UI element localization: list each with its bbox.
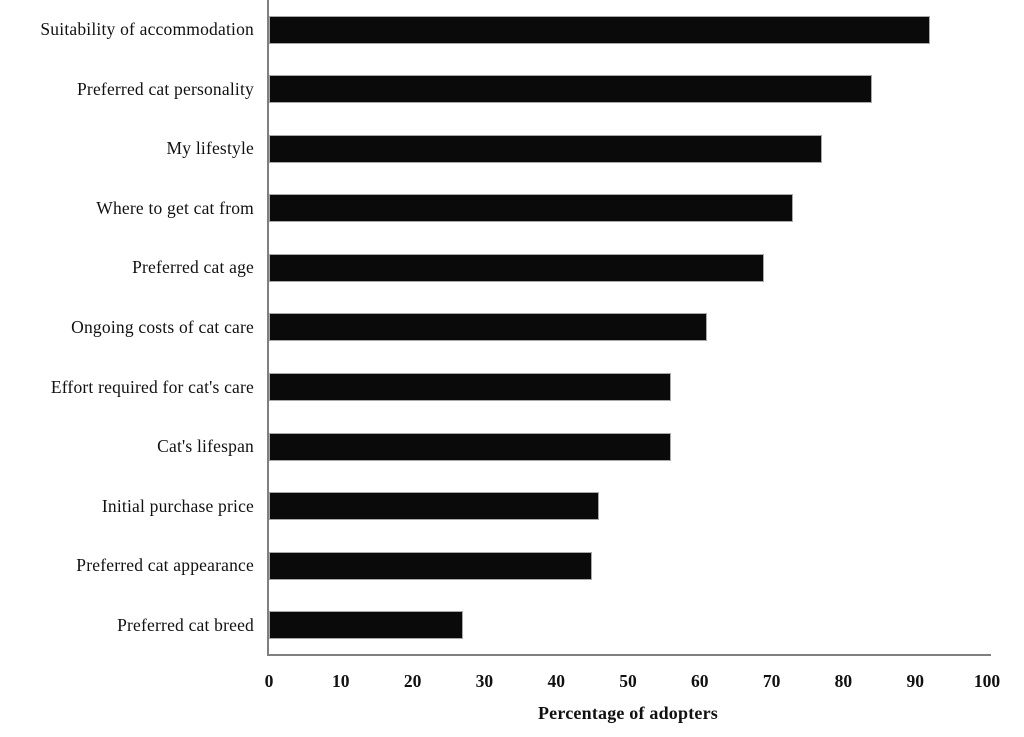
x-tick-label: 20 bbox=[403, 671, 422, 691]
category-label: Ongoing costs of cat care bbox=[71, 316, 254, 337]
bar-row: Preferred cat personality bbox=[0, 60, 1024, 120]
bar-row: Suitability of accommodation bbox=[0, 0, 1024, 60]
x-tick-label: 80 bbox=[834, 671, 853, 691]
y-axis-line bbox=[267, 0, 269, 656]
bar-row: Ongoing costs of cat care bbox=[0, 298, 1024, 358]
bar bbox=[269, 313, 707, 342]
bar bbox=[269, 134, 822, 163]
x-tick-label: 90 bbox=[906, 671, 924, 691]
bar bbox=[269, 432, 672, 461]
category-label: Preferred cat appearance bbox=[76, 555, 254, 576]
bar bbox=[269, 15, 930, 44]
category-label: Preferred cat age bbox=[132, 257, 254, 278]
bar-row: Initial purchase price bbox=[0, 476, 1024, 536]
category-label: Suitability of accommodation bbox=[40, 19, 254, 40]
x-tick-label: 60 bbox=[691, 671, 709, 691]
category-label: Initial purchase price bbox=[101, 495, 254, 516]
x-axis-title: Percentage of adopters bbox=[537, 703, 718, 723]
bar-row: Where to get cat from bbox=[0, 179, 1024, 239]
bar-row: Preferred cat age bbox=[0, 238, 1024, 298]
bar bbox=[269, 551, 593, 580]
x-tick-label: 100 bbox=[973, 671, 1001, 691]
bar bbox=[269, 492, 600, 521]
x-axis-line bbox=[267, 654, 991, 656]
plot-area: Suitability of accommodation Preferred ca… bbox=[0, 0, 1024, 655]
bar-row: Effort required for cat's care bbox=[0, 357, 1024, 417]
bar bbox=[269, 75, 873, 104]
category-label: Cat's lifespan bbox=[157, 436, 254, 457]
bar bbox=[269, 611, 463, 640]
bar-row: Cat's lifespan bbox=[0, 417, 1024, 477]
category-label: My lifestyle bbox=[166, 138, 254, 159]
bar bbox=[269, 253, 765, 282]
bar bbox=[269, 194, 794, 223]
x-tick-label: 50 bbox=[619, 671, 637, 691]
x-tick-label: 70 bbox=[762, 671, 781, 691]
category-label: Preferred cat personality bbox=[76, 78, 254, 99]
x-tick-label: 0 bbox=[264, 671, 274, 691]
bar-row: My lifestyle bbox=[0, 119, 1024, 179]
x-tick-label: 40 bbox=[547, 671, 565, 691]
bar bbox=[269, 373, 672, 402]
category-label: Effort required for cat's care bbox=[50, 376, 254, 397]
bar-row: Preferred cat breed bbox=[0, 595, 1024, 655]
x-tick-label: 30 bbox=[475, 671, 494, 691]
category-label: Where to get cat from bbox=[96, 197, 254, 218]
x-tick-label: 10 bbox=[332, 671, 350, 691]
category-label: Preferred cat breed bbox=[117, 614, 254, 635]
bar-row: Preferred cat appearance bbox=[0, 536, 1024, 596]
